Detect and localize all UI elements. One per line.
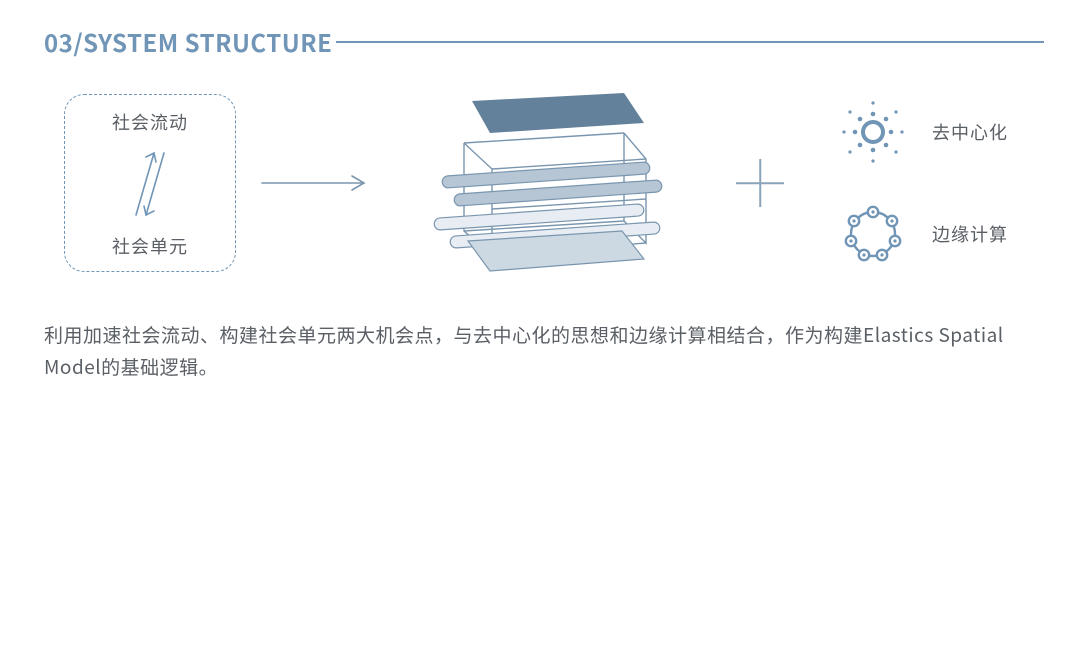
social-box: 社会流动 社会单元	[64, 94, 236, 272]
arrow-right-icon	[260, 173, 370, 193]
top-plane	[472, 93, 644, 133]
concept-decentralize-label: 去中心化	[932, 119, 1008, 145]
diagram-row: 社会流动 社会单元	[64, 83, 1044, 283]
concept-decentralize: 去中心化	[838, 97, 1008, 167]
body-text: 利用加速社会流动、构建社会单元两大机会点，与去中心化的思想和边缘计算相结合，作为…	[44, 319, 1024, 384]
plus-icon	[730, 153, 790, 213]
edge-compute-icon	[838, 199, 908, 269]
social-flow-label: 社会流动	[112, 109, 188, 135]
heading-rule	[336, 41, 1044, 43]
section-heading: 03/SYSTEM STRUCTURE	[44, 24, 1044, 59]
heading-text: 03/SYSTEM STRUCTURE	[44, 24, 332, 59]
social-unit-label: 社会单元	[112, 233, 188, 259]
bidirectional-arrows-icon	[124, 145, 176, 223]
concepts-column: 去中心化	[838, 97, 1008, 269]
concept-edge: 边缘计算	[838, 199, 1008, 269]
decentralize-icon	[838, 97, 908, 167]
concept-edge-label: 边缘计算	[932, 221, 1008, 247]
exploded-structure-icon	[394, 83, 674, 283]
